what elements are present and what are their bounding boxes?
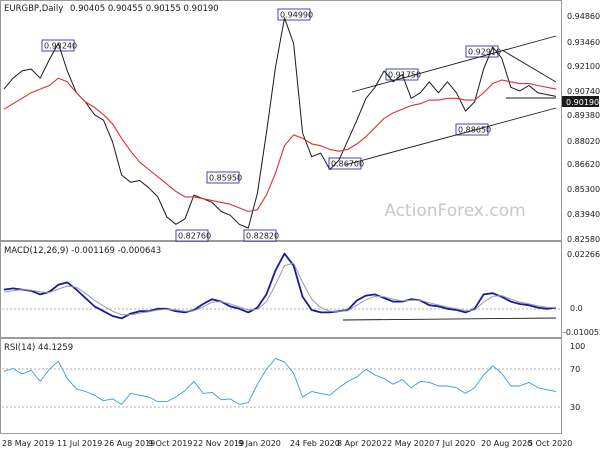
x-tick-label: 5 Oct 2020 — [528, 439, 572, 448]
chart-symbol: EURGBP,Daily — [4, 4, 63, 14]
x-tick-label: 24 Feb 2020 — [290, 439, 340, 448]
price-y-tick: 0.88020 — [567, 137, 600, 146]
annotation-box — [206, 171, 240, 184]
rsi-line — [3, 357, 557, 405]
annotation-box — [41, 39, 75, 52]
price-y-tick: 0.90740 — [567, 87, 600, 96]
price-y-tick: 0.85300 — [567, 185, 600, 194]
annotation-label: 0.82820 — [246, 232, 279, 241]
watermark-text: ActionForex.com — [384, 201, 525, 221]
signal-line — [3, 262, 557, 316]
rsi-panel-frame — [0, 338, 562, 434]
x-tick-label: 9 Oct 2019 — [148, 439, 192, 448]
chart-ohlc: 0.90405 0.90455 0.90155 0.90190 — [70, 4, 219, 14]
x-tick-label: 22 Nov 2019 — [193, 439, 244, 448]
last-price-label: 0.90190 — [566, 98, 599, 107]
annotation-label: 0.92910 — [468, 48, 501, 57]
price-y-tick: 0.92100 — [567, 62, 600, 71]
rsi-y-tick: 100 — [570, 342, 585, 351]
annotation-label: 0.82760 — [178, 232, 211, 241]
macd-y-tick: -0.010052 — [563, 328, 600, 337]
last-price-marker — [562, 96, 599, 107]
annotation-label: 0.94990 — [280, 11, 313, 20]
x-tick-label: 8 Apr 2020 — [337, 439, 381, 448]
channel-upper-line — [351, 35, 557, 93]
macd-panel-frame — [0, 241, 562, 338]
annotation-box — [277, 8, 311, 21]
rsi-y-tick: 70 — [570, 365, 580, 374]
x-tick-label: 28 May 2019 — [2, 439, 54, 448]
ema-line — [3, 77, 557, 213]
x-tick-label: 9 Jan 2020 — [238, 439, 281, 448]
channel-lower-line — [344, 107, 557, 166]
wedge-upper-line — [501, 49, 557, 83]
annotation-box — [243, 229, 277, 242]
macd-y-tick: 0.022662 — [567, 250, 600, 259]
price-y-tick: 0.93460 — [567, 38, 600, 47]
price-y-tick: 0.83940 — [567, 210, 600, 219]
annotation-label: 0.91750 — [388, 71, 421, 80]
price-y-tick: 0.89380 — [567, 111, 600, 120]
x-tick-label: 11 Jul 2019 — [57, 439, 102, 448]
annotation-box — [175, 229, 209, 242]
macd-line — [3, 252, 557, 320]
rsi-title: RSI(14) 44.1259 — [4, 343, 73, 353]
price-y-tick: 0.86620 — [567, 160, 600, 169]
macd-title: MACD(12,26,9) -0.001169 -0.000643 — [4, 246, 161, 256]
price-line — [3, 17, 557, 229]
series-layer — [3, 17, 557, 405]
macd-trend-line — [342, 317, 557, 321]
annotation-label: 0.93240 — [44, 42, 77, 51]
rsi-y-tick: 30 — [570, 403, 580, 412]
x-tick-label: 26 Aug 2019 — [104, 439, 155, 448]
x-tick-label: 22 May 2020 — [382, 439, 434, 448]
annotation-box — [455, 123, 489, 136]
annotation-box — [328, 157, 362, 170]
price-panel-frame — [0, 0, 562, 241]
macd-y-tick: 0.0 — [570, 304, 583, 313]
annotation-label: 0.85950 — [209, 174, 242, 183]
price-y-tick: 0.94860 — [567, 12, 600, 21]
x-tick-label: 7 Jul 2020 — [435, 439, 475, 448]
price-y-tick: 0.82580 — [567, 235, 600, 244]
x-tick-label: 20 Aug 2020 — [481, 439, 532, 448]
